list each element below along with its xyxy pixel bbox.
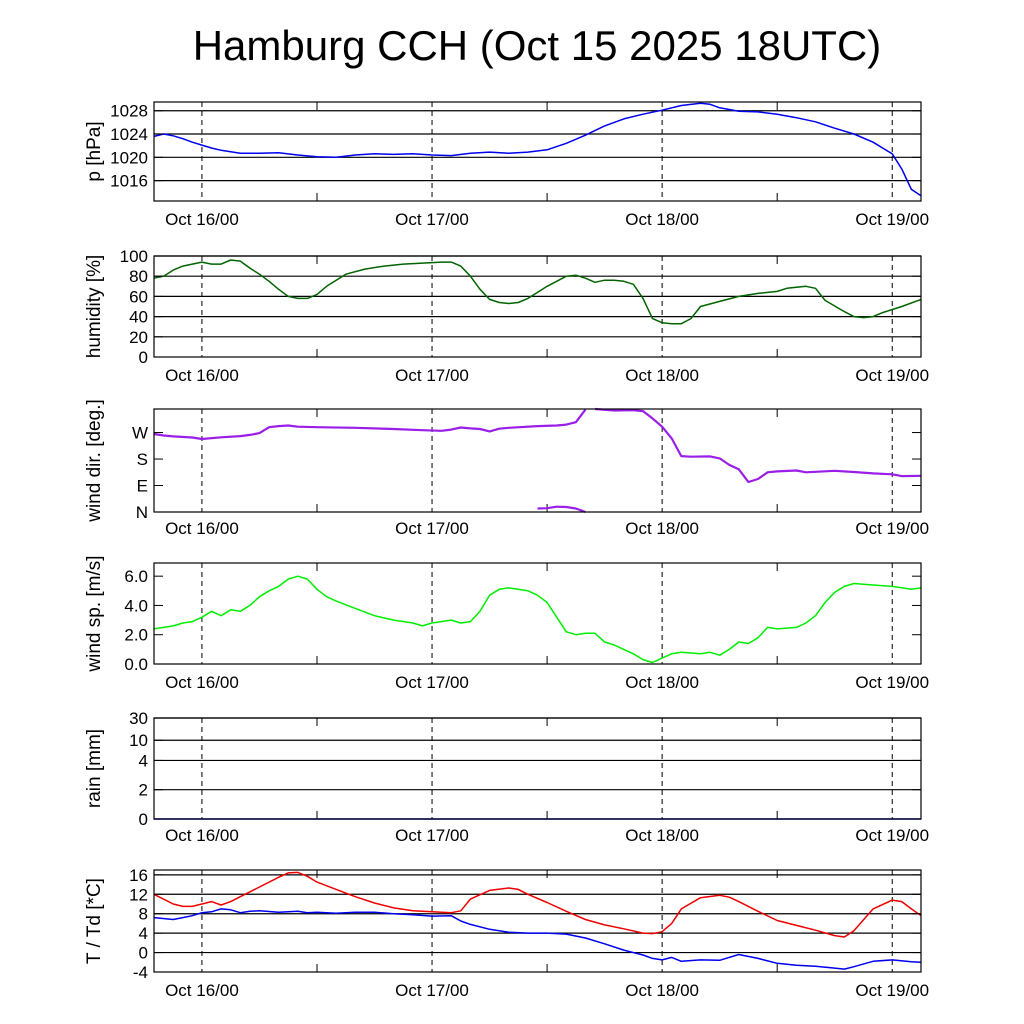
panel-6-x-tick-label-1: Oct 16/00 [165, 981, 239, 1000]
panel-2-y-tick-label-2: 20 [129, 328, 148, 347]
panel-2-y-axis-label: humidity [%] [84, 255, 105, 358]
panel-5-x-tick-label-3: Oct 18/00 [625, 826, 699, 845]
panel-1-y-axis-label: p [hPa] [84, 121, 105, 181]
panel-2-x-tick-label-4: Oct 19/00 [855, 366, 929, 385]
panel-3-y-tick-label-1: N [136, 503, 148, 522]
panel-2-y-tick-label-5: 80 [129, 267, 148, 286]
panel-3-y-tick-label-3: S [137, 450, 148, 469]
panel-5-frame [153, 717, 922, 820]
panel-1-x-tick-label-2: Oct 17/00 [395, 210, 469, 229]
panel-3-x-tick-label-4: Oct 19/00 [855, 519, 929, 538]
panel-4-x-tick-label-4: Oct 19/00 [855, 673, 929, 692]
panel-3-series-1-segment-1 [153, 408, 587, 441]
panel-2-x-tick-label-3: Oct 18/00 [625, 366, 699, 385]
panel-4-series-1-line [153, 575, 922, 664]
panel-5-y-tick-label-2: 2 [139, 781, 148, 800]
panel-4-y-tick-label-2: 2.0 [124, 626, 148, 645]
panel-2-y-tick-label-4: 60 [129, 287, 148, 306]
panel-3-frame [153, 408, 922, 513]
panel-5-y-tick-label-3: 4 [139, 751, 148, 770]
panel-4-y-tick-label-4: 6.0 [124, 567, 148, 586]
panel-3-series-1-segment-3 [537, 505, 586, 514]
panel-5-y-tick-label-5: 30 [129, 709, 148, 728]
panel-1-y-tick-label-3: 1024 [110, 125, 148, 144]
panel-1-y-tick-label-4: 1028 [110, 102, 148, 121]
panel-1-frame [153, 101, 922, 202]
panel-6-y-tick-label-3: 4 [139, 924, 148, 943]
panel-1-series-1-line [153, 102, 922, 197]
panel-3-x-tick-label-1: Oct 16/00 [165, 519, 239, 538]
panel-6-y-tick-label-6: 16 [129, 866, 148, 885]
panel-6-y-axis-label: T / Td [*C] [84, 878, 105, 964]
panel-2-y-tick-label-3: 40 [129, 308, 148, 327]
panel-5-x-tick-label-2: Oct 17/00 [395, 826, 469, 845]
panel-3-x-tick-label-2: Oct 17/00 [395, 519, 469, 538]
panel-6-x-tick-label-3: Oct 18/00 [625, 981, 699, 1000]
panel-6-y-tick-label-5: 12 [129, 885, 148, 904]
panel-2-series-1-line [153, 259, 922, 325]
panel-2-y-tick-label-6: 100 [120, 247, 148, 266]
panel-6-y-tick-label-4: 8 [139, 905, 148, 924]
panel-5-x-tick-label-4: Oct 19/00 [855, 826, 929, 845]
panel-3-y-tick-label-4: W [132, 424, 148, 443]
panel-6-y-tick-label-1: -4 [133, 963, 148, 982]
panel-3-y-axis-label: wind dir. [deg.] [84, 399, 105, 523]
panel-3-series-1-segment-2 [594, 407, 922, 484]
panel-1-y-tick-label-2: 1020 [110, 148, 148, 167]
panel-2-x-tick-label-1: Oct 16/00 [165, 366, 239, 385]
panel-1-x-tick-label-4: Oct 19/00 [855, 210, 929, 229]
panel-3-x-tick-label-3: Oct 18/00 [625, 519, 699, 538]
panel-5-x-tick-label-1: Oct 16/00 [165, 826, 239, 845]
panel-6-series-1-line [153, 871, 922, 938]
panel-5-y-tick-label-4: 10 [129, 731, 148, 750]
panel-6-x-tick-label-4: Oct 19/00 [855, 981, 929, 1000]
panel-4-x-tick-label-3: Oct 18/00 [625, 673, 699, 692]
panel-2-y-tick-label-1: 0 [139, 348, 148, 367]
panel-2-frame [153, 255, 922, 358]
panel-4-y-tick-label-3: 4.0 [124, 596, 148, 615]
panel-4-y-axis-label: wind sp. [m/s] [84, 555, 105, 672]
panel-6-y-tick-label-2: 0 [139, 944, 148, 963]
panel-1-x-tick-label-1: Oct 16/00 [165, 210, 239, 229]
panel-4-frame [153, 562, 922, 665]
panel-6-frame [153, 869, 922, 973]
panel-6-series-2-line [153, 908, 922, 970]
panel-4-y-tick-label-1: 0.0 [124, 655, 148, 674]
panel-1-x-tick-label-3: Oct 18/00 [625, 210, 699, 229]
panel-3-y-tick-label-2: E [137, 477, 148, 496]
panel-4-x-tick-label-1: Oct 16/00 [165, 673, 239, 692]
panel-5-y-axis-label: rain [mm] [84, 729, 105, 808]
panel-2-x-tick-label-2: Oct 17/00 [395, 366, 469, 385]
panel-4-x-tick-label-2: Oct 17/00 [395, 673, 469, 692]
panel-6-x-tick-label-2: Oct 17/00 [395, 981, 469, 1000]
panel-5-y-tick-label-1: 0 [139, 810, 148, 829]
panel-1-y-tick-label-1: 1016 [110, 172, 148, 191]
chart-title: Hamburg CCH (Oct 15 2025 18UTC) [192, 22, 882, 69]
